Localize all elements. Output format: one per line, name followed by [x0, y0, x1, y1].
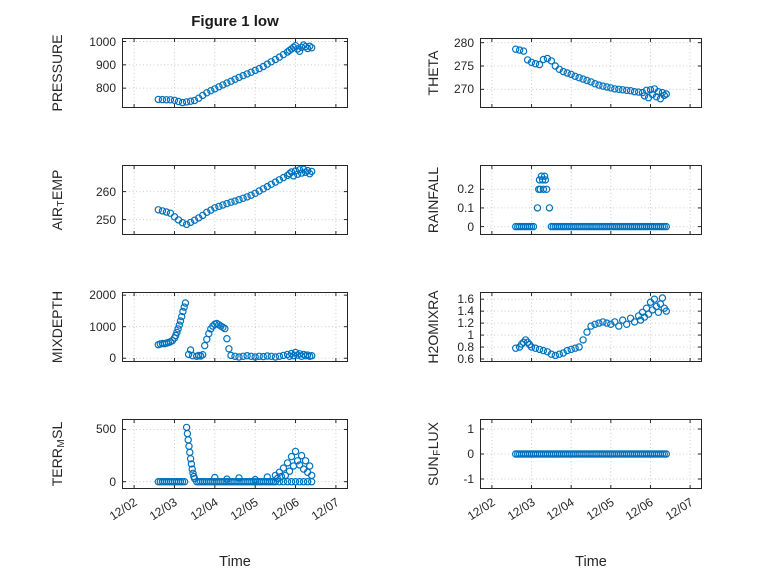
axes-box [480, 292, 702, 362]
y-tick-label: 0.8 [457, 340, 474, 355]
y-axis-label-text: TERR [49, 448, 65, 487]
tick-marks [480, 292, 702, 362]
y-tick-label: 275 [453, 59, 474, 73]
y-tick-label: 2000 [89, 288, 116, 303]
x-axis-label-right: Time [575, 554, 607, 570]
scatter-points [154, 165, 316, 229]
subplot-mixdepth [122, 292, 348, 362]
y-axis-label-sun_flux: SUN F LUX [424, 354, 443, 554]
scatter-points [154, 423, 316, 486]
y-axis-label-subscript: F [431, 449, 443, 456]
x-tick-label: 12/03 [147, 495, 181, 524]
y-tick-label: 0.2 [457, 182, 474, 197]
y-tick-label: 270 [453, 82, 474, 97]
grid-lines [480, 292, 702, 362]
scatter-points [154, 41, 316, 107]
grid-lines [480, 419, 702, 489]
y-axis-label-text: MIXDEPTH [49, 290, 65, 364]
y-axis-label-text: LUX [425, 422, 441, 450]
x-tick-label: 12/06 [623, 495, 657, 524]
axes-box [122, 165, 348, 235]
subplot-pressure [122, 38, 348, 108]
tick-marks [480, 419, 702, 489]
tick-marks [122, 165, 348, 235]
y-tick-label: 1.4 [457, 304, 474, 319]
y-tick-label: 0.6 [457, 352, 474, 366]
x-tick-label: 12/06 [268, 495, 302, 524]
subplot-air_temp [122, 165, 348, 235]
y-tick-label: 0 [109, 474, 116, 489]
grid-lines [480, 38, 702, 108]
x-axis-label-left: Time [219, 554, 251, 570]
subplot-rainfall [480, 165, 702, 235]
x-tick-label: 12/03 [504, 495, 538, 524]
subplot-theta [480, 38, 702, 108]
x-tick-label: 12/04 [187, 495, 221, 524]
scatter-points [512, 294, 670, 360]
y-tick-label: 250 [95, 212, 116, 227]
x-tick-label: 12/05 [228, 495, 261, 524]
grid-lines [122, 292, 348, 362]
scatter-points [512, 450, 670, 458]
axes-box [480, 419, 702, 489]
y-axis-label-subscript: T [55, 200, 67, 207]
grid-lines [480, 165, 702, 235]
axes-box [122, 419, 348, 489]
scatter-points [512, 172, 670, 231]
y-tick-label: 0 [467, 219, 474, 234]
y-axis-label-text: H2OMIXRA [425, 290, 441, 364]
figure-title: Figure 1 low [191, 13, 279, 30]
y-tick-label: -1 [463, 472, 474, 486]
axes-box [480, 38, 702, 108]
y-axis-label-text: THETA [425, 50, 441, 96]
y-tick-label: 900 [95, 57, 116, 72]
y-tick-label: 260 [95, 184, 116, 199]
scatter-points [512, 45, 670, 103]
subplot-terr_msl [122, 419, 348, 489]
axes-box [122, 292, 348, 362]
y-axis-label-text: EMP [49, 169, 65, 200]
axes-box [122, 38, 348, 108]
y-tick-label: 1 [467, 328, 474, 343]
y-tick-label: 800 [95, 81, 116, 96]
y-tick-label: 500 [95, 422, 116, 437]
axes-box [480, 165, 702, 235]
y-tick-label: 280 [453, 35, 474, 50]
x-tick-label: 12/05 [583, 495, 617, 524]
y-tick-label: 1.2 [457, 316, 474, 331]
grid-lines [122, 165, 348, 235]
y-tick-label: 1000 [89, 34, 116, 49]
y-axis-label-text: RAINFALL [425, 166, 441, 234]
x-tick-label: 12/02 [464, 495, 498, 524]
y-tick-label: 1000 [89, 319, 116, 334]
scatter-points [154, 299, 316, 361]
y-tick-label: 1.6 [457, 292, 474, 307]
y-tick-label: 0 [109, 351, 116, 366]
subplot-h2omixra [480, 292, 702, 362]
y-tick-label: 0 [467, 447, 474, 461]
x-tick-label: 12/07 [662, 495, 696, 524]
x-tick-label: 12/07 [308, 495, 342, 524]
y-axis-label-text: SUN [425, 456, 441, 486]
x-tick-label: 12/02 [106, 495, 140, 524]
subplot-sun_flux [480, 419, 702, 489]
y-axis-label-terr_msl: TERR M SL [48, 354, 67, 554]
y-axis-label-text: SL [49, 421, 65, 439]
y-tick-label: 0.1 [457, 200, 474, 215]
x-tick-label: 12/04 [544, 495, 577, 524]
y-axis-label-subscript: M [55, 439, 67, 448]
y-tick-label: 1 [467, 422, 474, 436]
